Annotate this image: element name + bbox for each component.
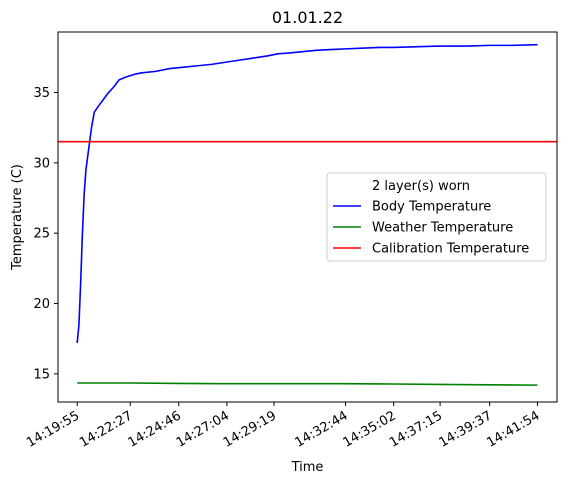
y-tick-label: 30 (33, 156, 50, 171)
plot-area-frame (57, 31, 558, 403)
y-tick-label: 20 (33, 297, 50, 312)
calibration-temperature-legend-label: Calibration Temperature (372, 242, 529, 257)
y-tick-label: 35 (33, 86, 50, 101)
weather-temperature-line (77, 382, 538, 386)
x-axis-title: Time (291, 460, 324, 475)
legend: 2 layer(s) worn Body Temperature Weather T… (326, 172, 547, 262)
y-axis-title: Temperature (C) (10, 164, 25, 271)
body-temperature-legend-label: Body Temperature (372, 200, 491, 215)
legend-title: 2 layer(s) worn (372, 179, 470, 194)
chart-title: 01.01.22 (272, 8, 343, 27)
y-axis: 15 20 25 30 35 (33, 86, 58, 382)
body-temperature-line (76, 43, 538, 343)
y-tick-label: 15 (33, 367, 50, 382)
y-tick-label: 25 (33, 227, 50, 242)
series-layer (58, 43, 557, 386)
weather-temperature-legend-label: Weather Temperature (372, 221, 513, 236)
legend-box (326, 172, 547, 262)
